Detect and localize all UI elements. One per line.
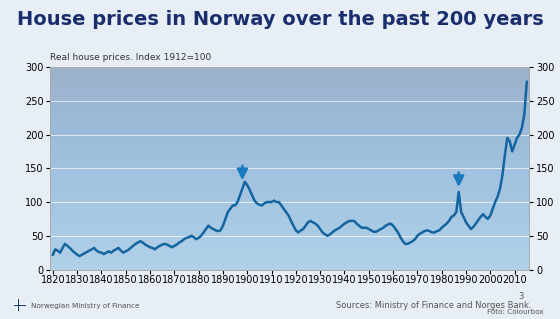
Text: 3: 3	[518, 293, 524, 301]
Text: House prices in Norway over the past 200 years: House prices in Norway over the past 200…	[17, 10, 544, 29]
Text: Real house prices. Index 1912=100: Real house prices. Index 1912=100	[50, 53, 212, 62]
Text: Sources: Ministry of Finance and Norges Bank.: Sources: Ministry of Finance and Norges …	[336, 301, 531, 310]
Text: Foto: Colourbox: Foto: Colourbox	[487, 309, 543, 315]
Text: Norwegian Ministry of Finance: Norwegian Ministry of Finance	[31, 303, 139, 308]
